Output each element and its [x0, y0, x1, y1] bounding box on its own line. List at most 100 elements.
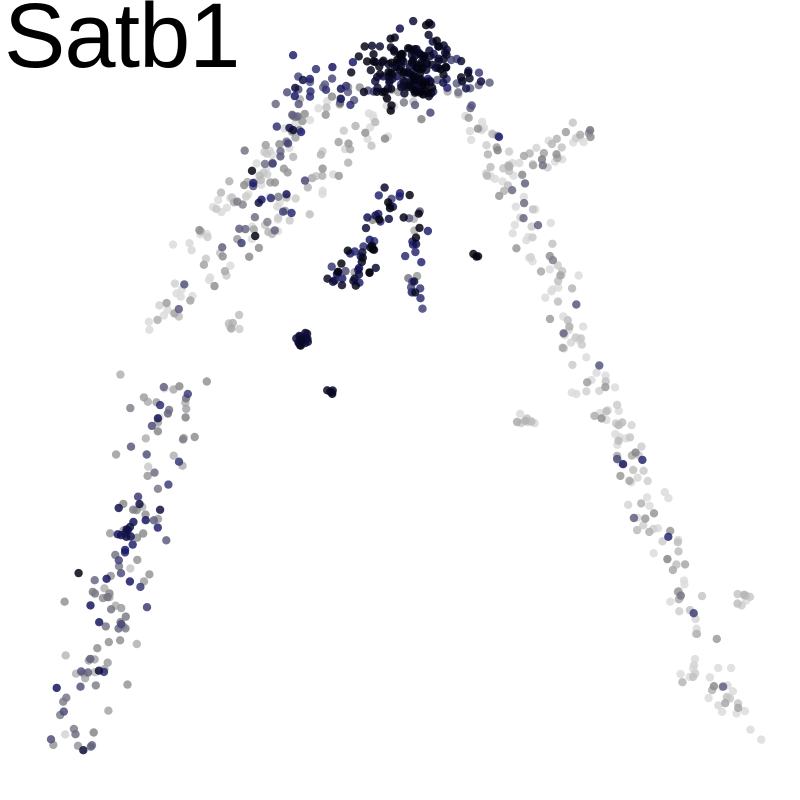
cell-point [597, 414, 606, 423]
cell-point [264, 227, 273, 237]
cell-point [508, 229, 517, 238]
cell-point [77, 667, 86, 676]
cell-point [234, 310, 244, 320]
cell-point [436, 65, 445, 74]
cell-point [93, 644, 102, 653]
cell-point [250, 213, 260, 222]
cell-point [400, 89, 409, 98]
cell-point [251, 231, 260, 241]
cell-point [676, 591, 685, 600]
cell-point [296, 127, 306, 137]
cell-point [505, 162, 514, 171]
cell-point [271, 99, 280, 109]
cell-point [300, 109, 309, 119]
cell-point [334, 267, 343, 276]
cell-point [262, 149, 272, 158]
cell-point [314, 104, 323, 113]
cell-point [568, 360, 577, 370]
cell-point [378, 87, 387, 97]
cell-point [103, 592, 112, 602]
cell-point [249, 178, 258, 188]
cell-point [203, 232, 212, 242]
cell-point [235, 324, 244, 334]
cell-point [382, 94, 392, 103]
cell-point [676, 669, 685, 679]
cell-point [360, 42, 369, 51]
cell-point [132, 639, 141, 649]
cell-point [583, 378, 592, 387]
cell-point [371, 263, 380, 273]
cell-point [709, 682, 719, 691]
cell-point [122, 532, 131, 541]
cell-point [308, 173, 317, 183]
cell-point [178, 435, 188, 444]
cell-point [423, 226, 433, 236]
cell-point [465, 126, 475, 136]
cell-point [403, 44, 413, 53]
cell-point [511, 202, 520, 211]
cell-point [411, 239, 421, 249]
cell-point [692, 629, 702, 639]
cell-point [303, 337, 313, 346]
cell-point [254, 243, 264, 253]
cell-point [261, 140, 270, 150]
cell-point [456, 56, 466, 66]
cell-point [674, 547, 683, 556]
cell-point [454, 88, 463, 97]
cell-point [276, 152, 285, 161]
cell-point [718, 682, 728, 691]
cell-point [649, 549, 658, 558]
cell-point [226, 261, 235, 270]
cell-point [305, 74, 315, 84]
cell-point [627, 421, 636, 430]
cell-point [379, 56, 388, 65]
cell-point [474, 68, 484, 77]
cell-point [289, 152, 298, 162]
cell-point [100, 584, 109, 593]
cell-point [86, 654, 95, 664]
cell-point [139, 529, 148, 538]
cell-point [266, 193, 276, 203]
chart-title: Satb1 [4, 0, 240, 87]
cell-point [218, 252, 227, 261]
cell-point [270, 178, 280, 187]
cell-point [254, 198, 263, 207]
cell-point [409, 72, 419, 81]
cell-point [559, 329, 568, 338]
cell-point [645, 527, 654, 537]
cell-point [629, 465, 638, 475]
cell-point [294, 99, 303, 109]
cell-point [714, 663, 723, 673]
cell-point [386, 106, 395, 115]
cell-point [590, 411, 599, 421]
cell-point [126, 442, 136, 451]
cell-point [643, 476, 652, 486]
cell-point [411, 288, 420, 297]
cell-point [638, 455, 647, 465]
cell-point [181, 413, 190, 422]
cell-point [346, 100, 355, 110]
cell-point [637, 442, 646, 451]
cell-point [395, 192, 404, 201]
cell-point [464, 113, 473, 123]
cell-point [515, 158, 524, 168]
cell-point [327, 92, 337, 101]
cell-point [323, 274, 332, 283]
cell-point [199, 260, 209, 269]
cell-point [225, 177, 234, 186]
cell-point [88, 587, 98, 597]
cell-point [175, 382, 184, 391]
cell-point [572, 300, 581, 309]
cell-point [273, 202, 282, 211]
cell-point [367, 41, 377, 50]
cell-point [574, 271, 583, 280]
cell-point [602, 407, 611, 416]
cell-point [538, 161, 547, 170]
cell-point [129, 505, 138, 514]
cell-point [321, 85, 331, 95]
cell-point [539, 148, 549, 158]
cell-point [512, 417, 522, 427]
cell-point [375, 70, 385, 79]
cell-point [361, 128, 370, 137]
